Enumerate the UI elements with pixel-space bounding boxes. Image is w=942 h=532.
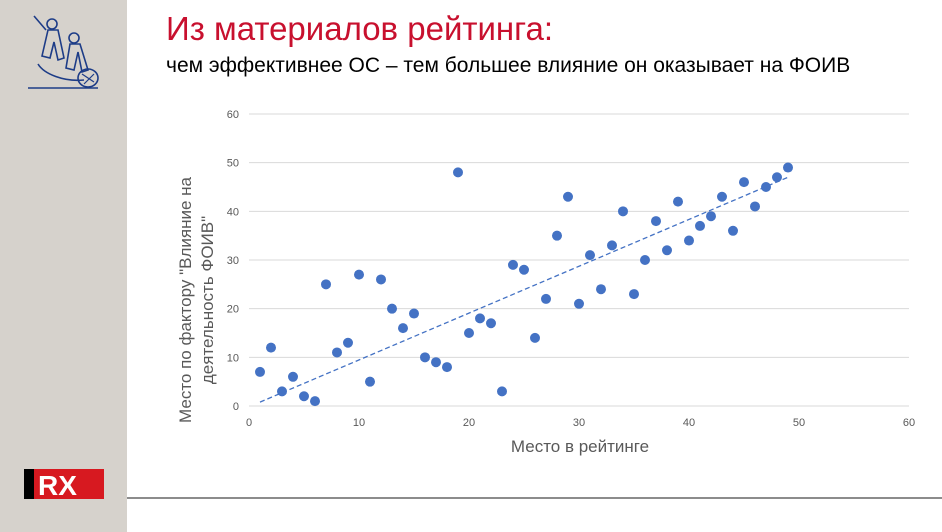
x-tick-label: 40 — [683, 417, 695, 429]
data-point — [519, 264, 529, 275]
rx-logo-text: RX — [38, 470, 77, 501]
x-tick-label: 10 — [353, 417, 365, 429]
y-axis-label-line-2: деятельность ФОИВ" — [198, 216, 217, 384]
y-tick-label: 50 — [227, 158, 239, 170]
data-point — [354, 269, 364, 280]
y-tick-label: 10 — [227, 352, 239, 364]
data-point — [343, 337, 353, 348]
footer-divider — [127, 497, 942, 499]
data-point — [332, 347, 342, 358]
data-point — [739, 177, 749, 188]
data-point — [772, 172, 782, 183]
data-point — [673, 196, 683, 207]
data-point — [618, 206, 628, 217]
data-points — [255, 162, 793, 407]
data-point — [453, 167, 463, 178]
data-point — [266, 342, 276, 353]
data-point — [497, 386, 507, 397]
data-point — [530, 332, 540, 343]
x-tick-label: 50 — [793, 417, 805, 429]
data-point — [442, 362, 452, 373]
y-tick-labels: 0 10 20 30 40 50 60 — [227, 109, 239, 413]
data-point — [629, 289, 639, 300]
data-point — [508, 259, 518, 270]
x-tick-label: 60 — [903, 417, 915, 429]
scatter-chart: 0 10 20 30 40 50 60 0 10 20 30 40 50 60 Место в рейт… — [176, 109, 915, 456]
sculpture-logo-icon — [28, 15, 99, 89]
data-point — [761, 182, 771, 192]
y-axis-label-line-1: Место по фактору "Влияние на — [176, 176, 195, 423]
y-tick-label: 40 — [227, 206, 239, 218]
data-point — [717, 191, 727, 202]
data-point — [651, 216, 661, 227]
data-point — [662, 245, 672, 256]
data-point — [563, 191, 573, 202]
data-point — [464, 328, 474, 338]
data-point — [706, 211, 716, 222]
data-point — [310, 396, 320, 407]
x-axis-label: Место в рейтинге — [511, 437, 649, 456]
data-point — [398, 323, 408, 334]
slide-title: Из материалов рейтинга: — [166, 10, 553, 47]
data-point — [585, 250, 595, 261]
slide-subtitle: чем эффективнее ОС – тем большее влияние… — [166, 54, 851, 77]
x-tick-label: 30 — [573, 417, 585, 429]
data-point — [288, 371, 298, 382]
data-point — [640, 255, 650, 265]
data-point — [277, 386, 287, 397]
data-point — [596, 284, 606, 295]
data-point — [541, 293, 551, 304]
data-point — [695, 220, 705, 231]
data-point — [387, 303, 397, 314]
data-point — [607, 240, 617, 251]
data-point — [321, 279, 331, 290]
rx-logo-icon: RX — [24, 469, 104, 501]
data-point — [728, 225, 738, 236]
y-tick-label: 20 — [227, 304, 239, 316]
data-point — [552, 230, 562, 241]
data-point — [299, 391, 309, 402]
data-point — [750, 201, 760, 212]
x-tick-labels: 0 10 20 30 40 50 60 — [246, 417, 915, 429]
data-point — [684, 235, 694, 246]
data-point — [376, 274, 386, 285]
y-tick-label: 30 — [227, 255, 239, 267]
y-tick-label: 0 — [233, 401, 239, 413]
data-point — [574, 298, 584, 309]
data-point — [475, 313, 485, 324]
data-point — [365, 376, 375, 387]
data-point — [409, 308, 419, 319]
chart-grid — [249, 113, 909, 407]
data-point — [420, 352, 430, 363]
data-point — [486, 318, 496, 329]
x-tick-label: 20 — [463, 417, 475, 429]
x-tick-label: 0 — [246, 417, 252, 429]
data-point — [431, 357, 441, 368]
data-point — [783, 162, 793, 173]
y-tick-label: 60 — [227, 109, 239, 121]
data-point — [255, 366, 265, 377]
